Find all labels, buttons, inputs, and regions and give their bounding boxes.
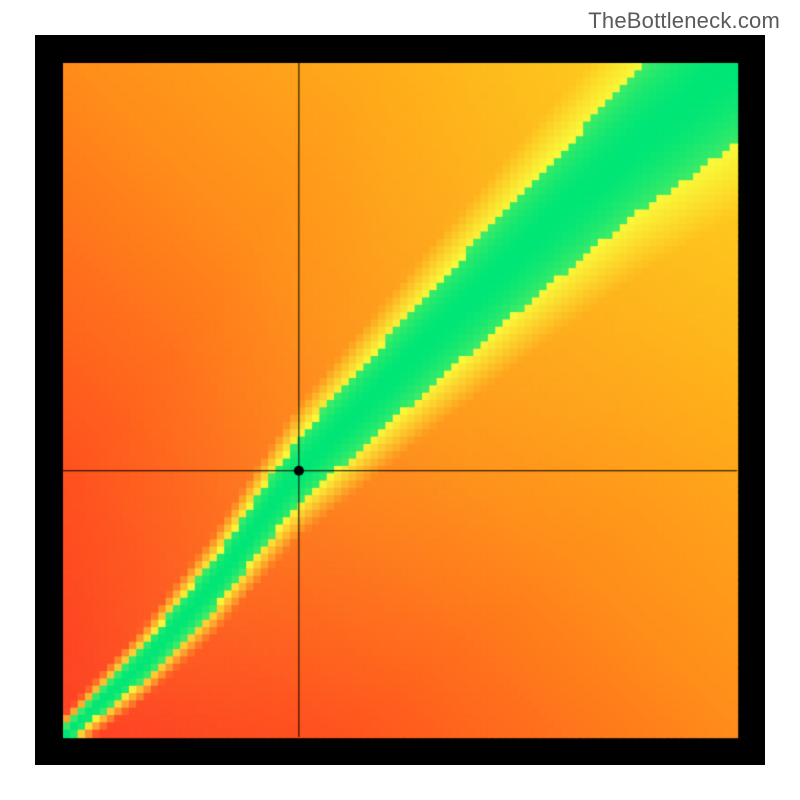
heatmap-plot [35,35,765,765]
watermark-text: TheBottleneck.com [588,8,780,34]
heatmap-canvas [35,35,765,765]
